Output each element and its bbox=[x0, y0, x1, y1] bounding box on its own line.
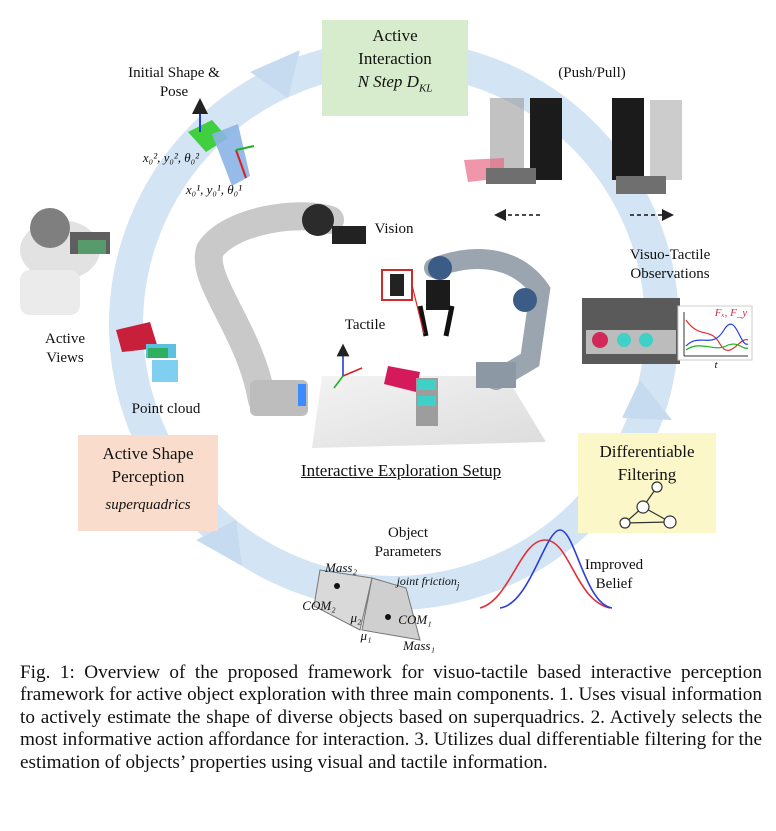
object-parameters-label: Object Parameters bbox=[360, 524, 456, 562]
active-interaction-line2: Interaction bbox=[358, 49, 432, 68]
shape-line3: superquadrics bbox=[105, 497, 191, 513]
mu1-label: μ₁ bbox=[360, 628, 372, 643]
object-parameters-diagram bbox=[313, 569, 421, 641]
initial-shape-label: Initial Shape & Pose bbox=[110, 64, 238, 102]
initial-pose-icon bbox=[188, 98, 255, 186]
initial-shape-line2: Pose bbox=[159, 84, 189, 100]
active-views-line2: Views bbox=[46, 350, 84, 366]
filtering-line1: Differentiable bbox=[599, 442, 695, 461]
visuo-tactile-images bbox=[582, 298, 753, 364]
vision-label: Vision bbox=[374, 221, 414, 237]
object-parameters-line2: Parameters bbox=[374, 544, 442, 560]
figure-caption: Fig. 1: Overview of the proposed framewo… bbox=[20, 662, 762, 773]
initial-shape-line1: Initial Shape & bbox=[128, 65, 220, 81]
shape-box-bg bbox=[78, 435, 218, 531]
active-interaction-box: Active Interaction N Step DKL bbox=[322, 24, 468, 100]
visuo-tactile-label: Visuo-Tactile Observations bbox=[608, 246, 732, 284]
mass1-label: Mass₁ bbox=[403, 638, 435, 653]
point-cloud-label: Point cloud bbox=[131, 401, 201, 417]
shape-line1: Active Shape bbox=[102, 444, 194, 463]
active-interaction-box-bg bbox=[322, 20, 468, 116]
active-views-label: Active Views bbox=[30, 330, 100, 368]
improved-belief-label: Improved Belief bbox=[574, 556, 654, 594]
pose2-label: x₀², y₀², θ₀² bbox=[142, 150, 200, 165]
active-interaction-line1: Active bbox=[372, 26, 418, 45]
shape-line2: Perception bbox=[111, 467, 185, 486]
setup-photo bbox=[194, 202, 551, 448]
active-shape-perception-box: Active Shape Perception superquadrics bbox=[78, 442, 218, 517]
mass2-label: Mass₂ bbox=[325, 560, 357, 575]
belief-curves bbox=[479, 529, 613, 609]
active-views-robot bbox=[20, 208, 110, 315]
active-interaction-line3: N Step DKL bbox=[357, 72, 433, 95]
setup-title: Interactive Exploration Setup bbox=[300, 461, 502, 480]
ring-arrow-bottom-left bbox=[196, 520, 242, 566]
graph-icon bbox=[619, 481, 677, 529]
filtering-line2: Filtering bbox=[617, 465, 677, 484]
pose1-label: x₀¹, y₀¹, θ₀¹ bbox=[185, 182, 243, 197]
mu2-label: μ₂ bbox=[350, 610, 362, 625]
active-views-line1: Active bbox=[45, 331, 85, 347]
joint-friction-label: joint frictionj bbox=[396, 574, 460, 591]
com1-label: COM₁ bbox=[398, 612, 432, 627]
push-pull-label: (Push/Pull) bbox=[558, 65, 626, 81]
time-axis-label: t bbox=[714, 359, 718, 371]
com2-label: COM₂ bbox=[302, 598, 336, 613]
force-legend-label: Fₓ, F_y bbox=[714, 307, 748, 319]
push-pull-images bbox=[464, 98, 682, 221]
point-cloud-image bbox=[116, 322, 178, 382]
differentiable-filtering-box: Differentiable Filtering bbox=[578, 440, 716, 486]
visuo-tactile-line1: Visuo-Tactile bbox=[629, 247, 711, 263]
visuo-tactile-line2: Observations bbox=[630, 266, 710, 282]
framework-figure bbox=[20, 20, 753, 641]
improved-belief-line2: Belief bbox=[595, 576, 633, 592]
object-parameters-line1: Object bbox=[388, 525, 428, 541]
ring-arrow-top-left bbox=[250, 50, 300, 98]
tactile-label: Tactile bbox=[344, 317, 386, 333]
ring-arrow-right bbox=[622, 380, 672, 420]
filtering-box-bg bbox=[578, 433, 716, 533]
improved-belief-line1: Improved bbox=[584, 557, 644, 573]
